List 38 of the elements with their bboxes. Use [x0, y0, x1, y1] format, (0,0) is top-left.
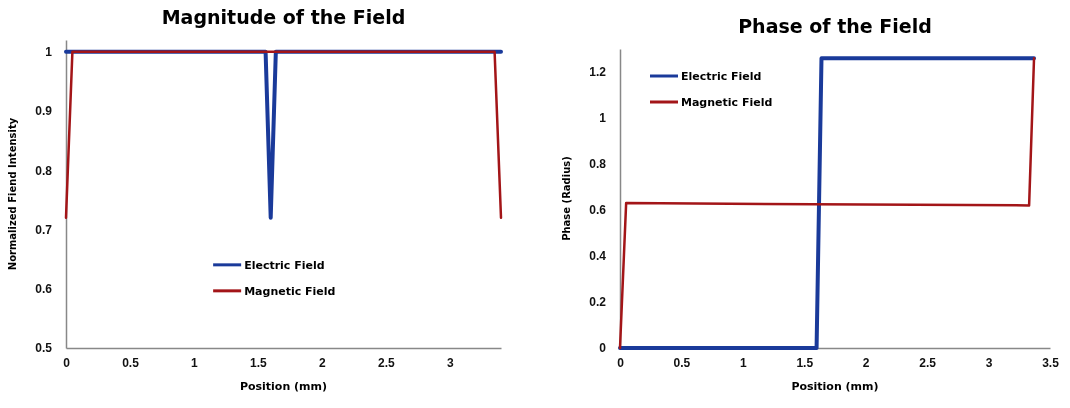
chart-title: Phase of the Field: [738, 15, 932, 37]
y-axis-title: Phase (Radius): [561, 156, 572, 241]
x-axis-title: Position (mm): [791, 380, 879, 393]
legend-label: Electric Field: [244, 258, 325, 272]
x-tick-label: 3: [446, 355, 454, 370]
legend-label: Electric Field: [681, 69, 762, 83]
y-tick-label: 0.5: [35, 341, 53, 356]
legend-label: Magnetic Field: [681, 95, 773, 109]
y-tick-label: 0.9: [35, 104, 53, 119]
x-tick-label: 3: [985, 355, 993, 370]
y-tick-label: 0.2: [589, 295, 607, 310]
x-tick-label: 2: [319, 355, 327, 370]
y-tick-label: 1: [599, 111, 607, 126]
x-tick-label: 2.5: [919, 355, 937, 370]
y-tick-label: 0.4: [589, 249, 607, 264]
x-tick-label: 0: [63, 355, 71, 370]
x-tick-label: 0.5: [122, 355, 140, 370]
x-tick-label: 1.5: [796, 355, 814, 370]
y-tick-label: 1: [45, 45, 53, 60]
y-tick-label: 0.8: [35, 163, 53, 178]
x-tick-label: 0: [617, 355, 625, 370]
x-tick-label: 1: [740, 355, 748, 370]
x-axis-title: Position (mm): [239, 380, 328, 393]
y-tick-label: 0.8: [589, 157, 607, 172]
y-tick-label: 1.2: [589, 65, 607, 80]
x-tick-label: 2: [862, 355, 870, 370]
y-tick-label: 0.6: [589, 203, 607, 218]
y-tick-label: 0: [599, 341, 607, 356]
y-tick-label: 0.7: [35, 222, 53, 237]
y-tick-label: 0.6: [35, 282, 53, 297]
legend-label: Magnetic Field: [244, 284, 336, 298]
x-tick-label: 2.5: [378, 355, 396, 370]
chart-title: Magnitude of the Field: [161, 6, 406, 28]
x-tick-label: 3.5: [1042, 355, 1060, 370]
y-axis-title: Normalized Fiend Intensity: [7, 117, 18, 271]
x-tick-label: 1: [191, 355, 199, 370]
x-tick-label: 0.5: [673, 355, 691, 370]
x-tick-label: 1.5: [250, 355, 268, 370]
